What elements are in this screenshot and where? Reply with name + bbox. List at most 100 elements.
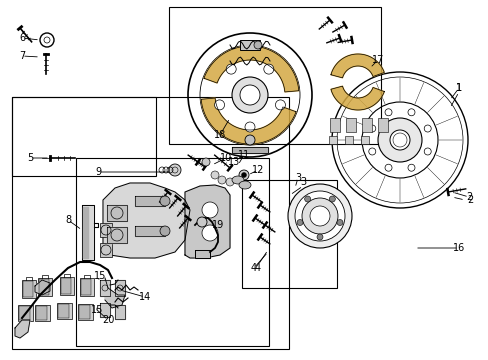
Polygon shape xyxy=(82,205,94,260)
Circle shape xyxy=(244,135,254,145)
Bar xyxy=(76,158,268,346)
Circle shape xyxy=(329,196,335,202)
Bar xyxy=(57,303,72,319)
Polygon shape xyxy=(35,280,50,295)
Circle shape xyxy=(240,85,260,105)
Text: 13: 13 xyxy=(227,157,240,167)
Text: 15: 15 xyxy=(94,271,106,281)
Bar xyxy=(12,97,156,176)
Text: 19: 19 xyxy=(211,220,224,230)
Text: 4: 4 xyxy=(254,263,261,273)
Polygon shape xyxy=(100,280,110,296)
Circle shape xyxy=(214,100,224,110)
Bar xyxy=(346,118,355,132)
Polygon shape xyxy=(100,303,110,317)
Circle shape xyxy=(296,220,303,225)
Text: 8: 8 xyxy=(65,215,71,225)
Text: 20: 20 xyxy=(102,315,114,325)
Bar xyxy=(36,306,47,320)
Circle shape xyxy=(309,206,329,226)
Text: 15: 15 xyxy=(91,305,103,315)
Polygon shape xyxy=(184,185,229,258)
Bar xyxy=(168,7,381,144)
Ellipse shape xyxy=(231,176,244,184)
Circle shape xyxy=(287,184,351,248)
Circle shape xyxy=(226,64,236,74)
Polygon shape xyxy=(115,305,125,319)
Bar xyxy=(60,277,74,295)
Bar xyxy=(242,180,337,288)
Text: 11: 11 xyxy=(237,150,250,160)
Bar xyxy=(81,279,91,295)
Polygon shape xyxy=(330,86,384,110)
Circle shape xyxy=(202,158,209,166)
Circle shape xyxy=(241,172,246,177)
Circle shape xyxy=(160,196,170,206)
Text: 14: 14 xyxy=(139,292,151,302)
Circle shape xyxy=(218,176,225,184)
Circle shape xyxy=(302,198,337,234)
Circle shape xyxy=(368,125,375,132)
Bar xyxy=(329,118,339,132)
Text: 6: 6 xyxy=(19,33,25,43)
Polygon shape xyxy=(105,278,125,308)
Ellipse shape xyxy=(239,181,250,189)
Text: 2: 2 xyxy=(465,192,471,202)
Circle shape xyxy=(225,178,234,186)
Polygon shape xyxy=(115,280,125,296)
Circle shape xyxy=(336,220,342,225)
Polygon shape xyxy=(201,98,295,144)
Text: 1: 1 xyxy=(455,83,461,93)
Text: 2: 2 xyxy=(466,195,472,205)
Bar xyxy=(39,279,49,295)
Text: 10: 10 xyxy=(220,153,232,163)
Text: 16: 16 xyxy=(452,243,464,253)
Circle shape xyxy=(202,225,218,241)
Circle shape xyxy=(231,77,267,113)
Text: 5: 5 xyxy=(27,153,33,163)
Bar xyxy=(80,278,94,296)
Circle shape xyxy=(263,64,273,74)
Circle shape xyxy=(316,234,323,240)
Text: 7: 7 xyxy=(19,51,25,61)
Bar xyxy=(22,280,36,298)
Circle shape xyxy=(407,109,414,116)
Circle shape xyxy=(202,202,218,218)
Text: 9: 9 xyxy=(95,167,101,177)
Text: 1: 1 xyxy=(455,83,461,93)
Text: 12: 12 xyxy=(251,165,264,175)
Polygon shape xyxy=(135,196,164,206)
Circle shape xyxy=(160,226,170,236)
Circle shape xyxy=(169,164,181,176)
Bar xyxy=(360,136,368,144)
Circle shape xyxy=(210,171,219,179)
Circle shape xyxy=(384,164,391,171)
Text: 3: 3 xyxy=(294,173,301,183)
Circle shape xyxy=(197,217,206,227)
Polygon shape xyxy=(107,205,127,221)
Text: 4: 4 xyxy=(250,263,257,273)
Polygon shape xyxy=(231,147,267,153)
Circle shape xyxy=(424,125,430,132)
Bar xyxy=(19,306,30,320)
Bar xyxy=(377,118,387,132)
Circle shape xyxy=(384,109,391,116)
Circle shape xyxy=(389,130,409,150)
Bar xyxy=(23,281,33,297)
Polygon shape xyxy=(83,207,88,258)
Bar xyxy=(345,136,352,144)
Bar xyxy=(240,40,260,50)
Polygon shape xyxy=(195,250,209,258)
Circle shape xyxy=(275,100,285,110)
Bar xyxy=(361,118,371,132)
Circle shape xyxy=(377,118,421,162)
Polygon shape xyxy=(203,46,298,92)
Bar xyxy=(61,278,71,294)
Bar xyxy=(78,304,93,320)
Bar xyxy=(18,305,33,321)
Bar xyxy=(328,136,336,144)
Text: 17: 17 xyxy=(371,55,384,65)
Bar xyxy=(12,97,288,349)
Circle shape xyxy=(239,170,248,180)
Text: 18: 18 xyxy=(213,130,225,140)
